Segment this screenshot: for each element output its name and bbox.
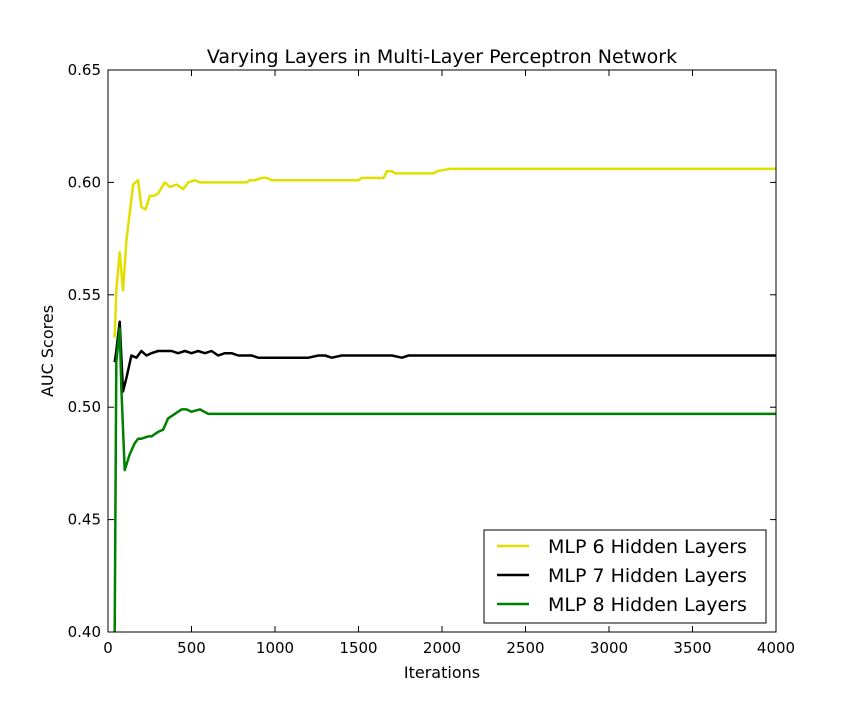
x-tick-label: 3500 <box>673 639 711 657</box>
x-tick-label: 1500 <box>339 639 377 657</box>
chart-title: Varying Layers in Multi-Layer Perceptron… <box>207 46 677 68</box>
x-tick-label: 500 <box>177 639 206 657</box>
x-tick-label: 3000 <box>590 639 628 657</box>
y-tick-label: 0.55 <box>68 286 101 304</box>
x-tick-label: 2500 <box>506 639 544 657</box>
legend-label-1: MLP 6 Hidden Layers <box>548 536 747 558</box>
x-tick-label: 0 <box>103 639 113 657</box>
series-line-3 <box>113 327 776 632</box>
x-axis: 0 500 1000 1500 2000 2500 3000 3500 4000 <box>103 70 795 657</box>
y-tick-label: 0.40 <box>68 623 101 641</box>
x-tick-label: 2000 <box>423 639 461 657</box>
series-line-2 <box>113 320 776 393</box>
legend-label-3: MLP 8 Hidden Layers <box>548 594 747 616</box>
y-axis-label: AUC Scores <box>38 305 57 397</box>
y-tick-label: 0.60 <box>68 173 101 191</box>
legend: MLP 6 Hidden Layers MLP 7 Hidden Layers ML… <box>483 529 767 624</box>
x-tick-label: 1000 <box>256 639 294 657</box>
y-tick-label: 0.65 <box>68 61 101 79</box>
y-tick-label: 0.50 <box>68 398 101 416</box>
x-axis-label: Iterations <box>404 663 480 682</box>
legend-label-2: MLP 7 Hidden Layers <box>548 565 747 587</box>
x-tick-label: 4000 <box>757 639 795 657</box>
y-tick-label: 0.45 <box>68 511 101 529</box>
legend-box <box>483 529 767 624</box>
series-line-1 <box>113 167 776 338</box>
y-axis: 0.40 0.45 0.50 0.55 0.60 0.65 <box>68 61 776 641</box>
